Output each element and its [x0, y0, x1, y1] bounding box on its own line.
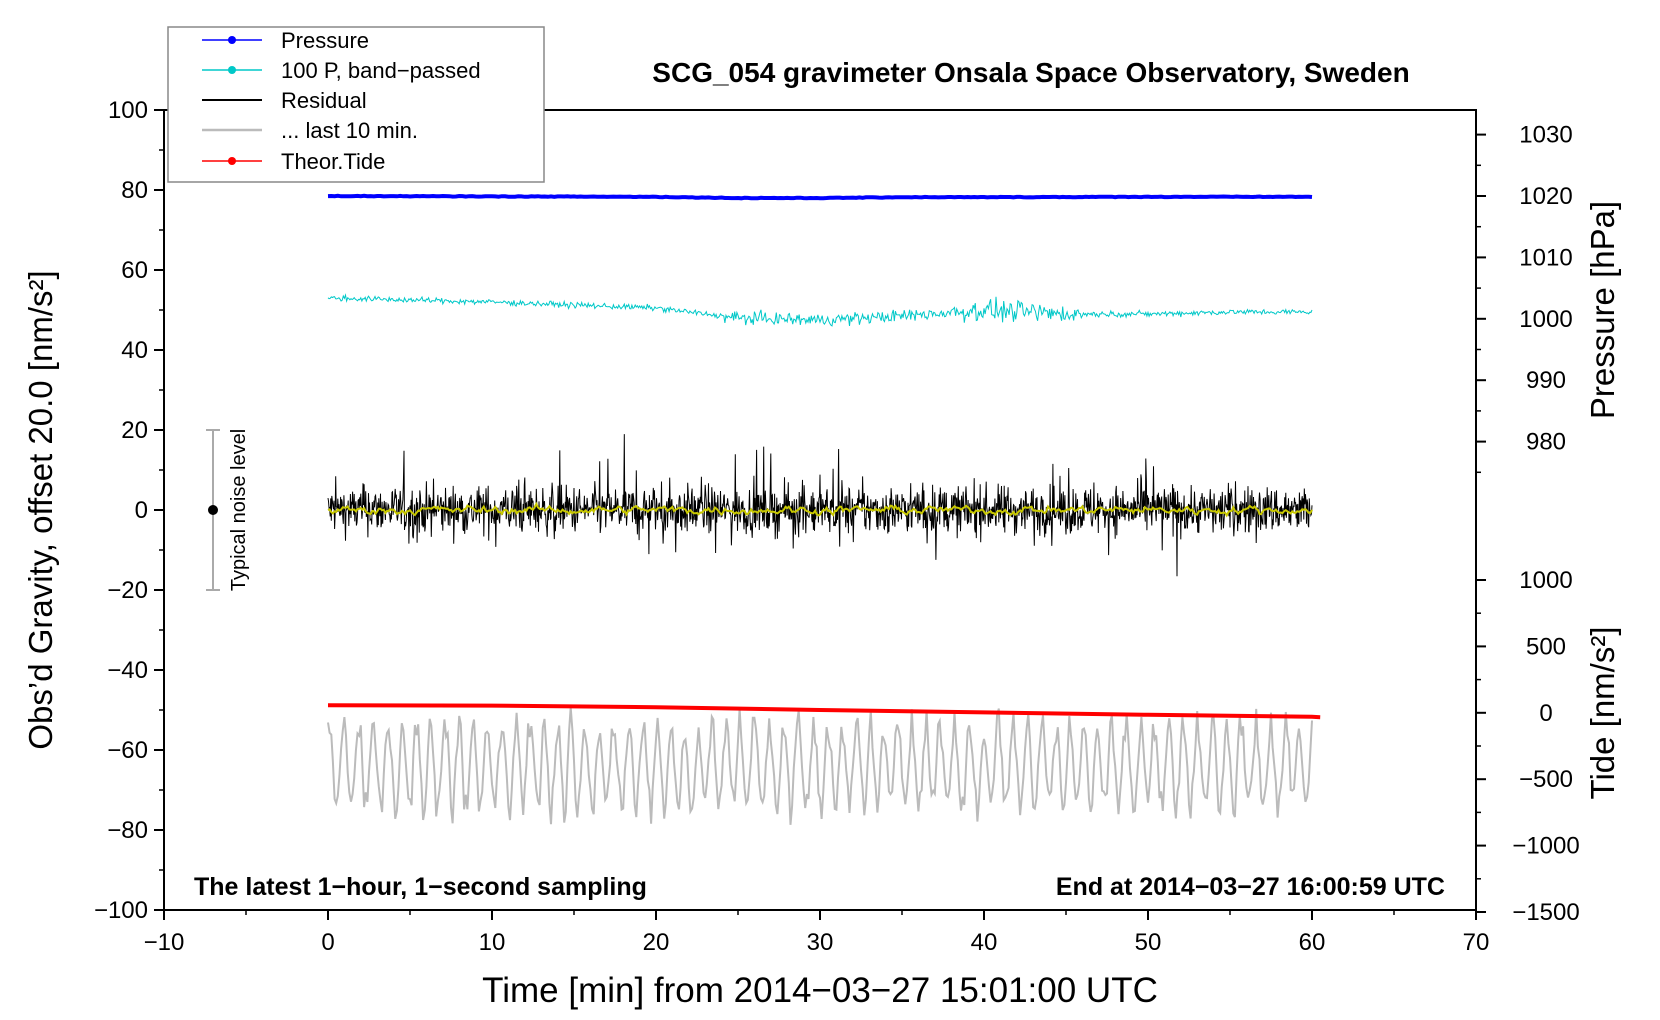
legend-box — [167, 26, 545, 183]
tide-tick-label: −1500 — [1512, 899, 1579, 926]
y-tick-label: −100 — [94, 897, 148, 924]
series-smoothed-residual — [327, 501, 1313, 518]
chart-title: SCG_054 gravimeter Onsala Space Observat… — [652, 57, 1409, 88]
y-axis-label-tide: Tide [nm/s²] — [1584, 627, 1621, 800]
x-tick-label: 50 — [1135, 929, 1162, 956]
y-axis-label-pressure: Pressure [hPa] — [1584, 201, 1621, 419]
legend-label-pressure: Pressure — [281, 28, 369, 53]
x-tick-label: 40 — [971, 929, 998, 956]
pressure-tick-label: 980 — [1526, 429, 1566, 456]
tide-tick-label: 1000 — [1519, 567, 1572, 594]
noise-bar-label: Typical noise level — [228, 429, 250, 591]
pressure-tick-label: 1000 — [1519, 306, 1572, 333]
noise-bar: Typical noise level — [206, 429, 250, 591]
legend-marker-bandpassed — [228, 66, 236, 74]
ticks-layer: −10 0 10 20 30 40 50 60 70100806040200−20−40−60−… — [94, 97, 1580, 956]
y-tick-label: 100 — [108, 97, 148, 124]
x-tick-label: 70 — [1463, 929, 1490, 956]
y-axis-label-left: Obs’d Gravity, offset 20.0 [nm/s²] — [22, 270, 59, 749]
legend-marker-pressure — [228, 36, 236, 44]
y-tick-label: −80 — [107, 817, 148, 844]
series-bandpassed-pressure — [327, 293, 1313, 327]
x-tick-label: −10 — [144, 929, 185, 956]
tide-tick-label: −1000 — [1512, 833, 1579, 860]
x-axis-label: Time [min] from 2014−03−27 15:01:00 UTC — [482, 971, 1158, 1010]
pressure-tick-label: 1020 — [1519, 183, 1572, 210]
x-tick-label: 20 — [643, 929, 670, 956]
x-tick-label: 30 — [807, 929, 834, 956]
legend-label-bandpassed: 100 P, band−passed — [281, 58, 481, 83]
legend-marker-tide — [228, 157, 236, 165]
y-tick-label: −60 — [107, 737, 148, 764]
y-tick-label: −20 — [107, 577, 148, 604]
tide-tick-label: 0 — [1539, 700, 1552, 727]
x-tick-label: 0 — [321, 929, 334, 956]
legend: Pressure 100 P, band−passed Residual ...… — [167, 26, 545, 183]
series-layer — [327, 193, 1321, 825]
pressure-tick-label: 1030 — [1519, 122, 1572, 149]
pressure-tick-label: 990 — [1526, 367, 1566, 394]
tide-tick-label: −500 — [1519, 766, 1573, 793]
y-tick-label: 60 — [121, 257, 148, 284]
series-residual — [327, 434, 1313, 577]
series-theoretical-tide — [327, 703, 1321, 720]
series-pressure — [327, 193, 1313, 201]
series-last-10-min — [327, 707, 1313, 825]
legend-label-tide: Theor.Tide — [281, 149, 385, 174]
pressure-tick-label: 1010 — [1519, 244, 1572, 271]
y-tick-label: 0 — [135, 497, 148, 524]
x-tick-label: 60 — [1299, 929, 1326, 956]
tide-tick-label: 500 — [1526, 633, 1566, 660]
x-tick-label: 10 — [479, 929, 506, 956]
y-tick-label: 80 — [121, 177, 148, 204]
y-tick-label: 40 — [121, 337, 148, 364]
annotation-end-time: End at 2014−03−27 16:00:59 UTC — [1056, 873, 1445, 901]
annotation-sampling: The latest 1−hour, 1−second sampling — [194, 873, 647, 901]
y-tick-label: 20 — [121, 417, 148, 444]
y-tick-label: −40 — [107, 657, 148, 684]
legend-label-residual: Residual — [281, 88, 367, 113]
noise-bar-dot — [208, 505, 218, 515]
legend-label-last10: ... last 10 min. — [281, 118, 418, 143]
